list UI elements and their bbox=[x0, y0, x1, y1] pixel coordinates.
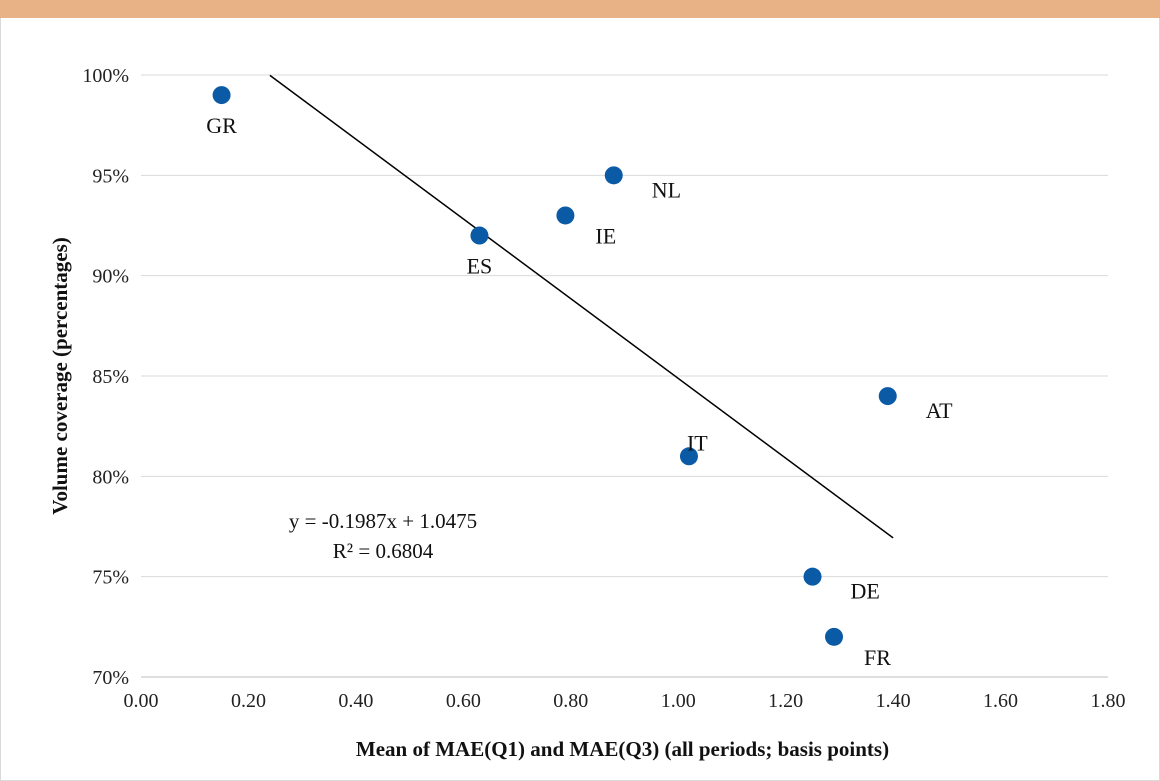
x-tick-label: 1.40 bbox=[876, 690, 911, 712]
x-tick-label: 1.00 bbox=[661, 690, 696, 712]
x-axis-title: Mean of MAE(Q1) and MAE(Q3) (all periods… bbox=[356, 737, 889, 761]
chart-frame: 70% 75% 80% 85% 90% 95% 100% 0.00 0.20 0.40 0.60 0… bbox=[0, 18, 1160, 781]
x-tick-label: 1.20 bbox=[768, 690, 803, 712]
y-tick-label: 90% bbox=[92, 266, 129, 288]
point-label-fr: FR bbox=[864, 645, 891, 670]
y-axis-title: Volume coverage (percentages) bbox=[48, 237, 72, 515]
data-point-it bbox=[679, 447, 698, 466]
x-tick-label: 1.60 bbox=[983, 690, 1018, 712]
y-tick-label: 100% bbox=[82, 65, 129, 87]
data-point-es bbox=[470, 226, 489, 245]
x-tick-label: 1.80 bbox=[1091, 690, 1126, 712]
x-tick-label: 0.40 bbox=[338, 690, 373, 712]
x-tick-labels: 0.00 0.20 0.40 0.60 0.80 1.00 1.20 1.40 1.60 1.80 bbox=[124, 690, 1126, 712]
y-tick-label: 85% bbox=[92, 366, 129, 388]
data-point-ie bbox=[556, 206, 575, 225]
y-tick-label: 80% bbox=[92, 466, 129, 488]
data-point-de bbox=[803, 567, 822, 586]
point-label-de: DE bbox=[851, 579, 880, 604]
x-tick-label: 0.20 bbox=[231, 690, 266, 712]
y-tick-labels: 70% 75% 80% 85% 90% 95% 100% bbox=[82, 65, 129, 689]
data-point-at bbox=[878, 387, 897, 406]
point-label-es: ES bbox=[467, 254, 493, 279]
data-points: GR ES IE NL IT AT DE FR bbox=[206, 86, 953, 670]
point-label-nl: NL bbox=[652, 177, 681, 202]
data-point-gr bbox=[212, 86, 231, 105]
x-tick-label: 0.80 bbox=[553, 690, 588, 712]
point-label-at: AT bbox=[926, 398, 953, 423]
point-label-ie: IE bbox=[595, 223, 616, 248]
x-tick-label: 0.00 bbox=[124, 690, 159, 712]
trendline bbox=[269, 74, 894, 539]
point-label-it: IT bbox=[687, 430, 708, 455]
point-label-gr: GR bbox=[206, 113, 237, 138]
scatter-chart: 70%75%80%85%90%95%100% 0.00 0.20 0.40 0.60 0… bbox=[48, 65, 1126, 761]
y-tick-label: 95% bbox=[92, 165, 129, 187]
y-tick-label: 70% bbox=[92, 667, 129, 689]
y-tick-label: 75% bbox=[92, 567, 129, 589]
r-squared-label: R² = 0.6804 bbox=[333, 539, 434, 563]
header-band bbox=[0, 0, 1160, 18]
x-tick-label: 0.60 bbox=[446, 690, 481, 712]
gridlines bbox=[141, 74, 1108, 578]
data-point-nl bbox=[604, 166, 623, 185]
trendline-equation: y = -0.1987x + 1.0475 bbox=[289, 509, 477, 533]
data-point-fr bbox=[825, 627, 844, 646]
